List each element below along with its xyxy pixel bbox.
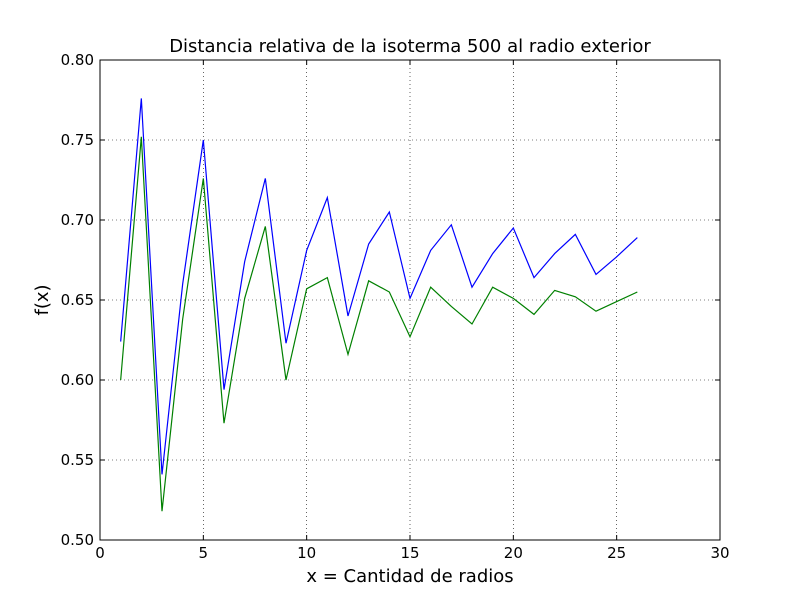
x-tick-label: 25 xyxy=(607,544,626,562)
y-tick-label: 0.65 xyxy=(61,291,94,309)
x-tick-label: 10 xyxy=(297,544,316,562)
y-tick-label: 0.50 xyxy=(61,531,94,549)
x-tick-label: 0 xyxy=(95,544,105,562)
x-axis-label: x = Cantidad de radios xyxy=(306,566,513,587)
series-line-1 xyxy=(120,98,638,475)
series-lines xyxy=(120,98,638,512)
y-tick-label: 0.70 xyxy=(61,211,94,229)
series-line-2 xyxy=(120,136,638,512)
y-tick-label: 0.60 xyxy=(61,371,94,389)
x-tick-label: 30 xyxy=(710,544,729,562)
x-tick-label: 15 xyxy=(400,544,419,562)
x-tick-label: 5 xyxy=(199,544,209,562)
y-tick-label: 0.55 xyxy=(61,451,94,469)
y-tick-label: 0.75 xyxy=(61,131,94,149)
axis-ticks: 0 5 10 15 20 25 30 0.50 0.55 0.60 0.65 0.70 0.75 0.80 xyxy=(61,51,730,562)
y-tick-label: 0.80 xyxy=(61,51,94,69)
chart-title: Distancia relativa de la isoterma 500 al… xyxy=(169,36,651,57)
x-tick-label: 20 xyxy=(504,544,523,562)
y-axis-label: f(x) xyxy=(32,284,53,315)
